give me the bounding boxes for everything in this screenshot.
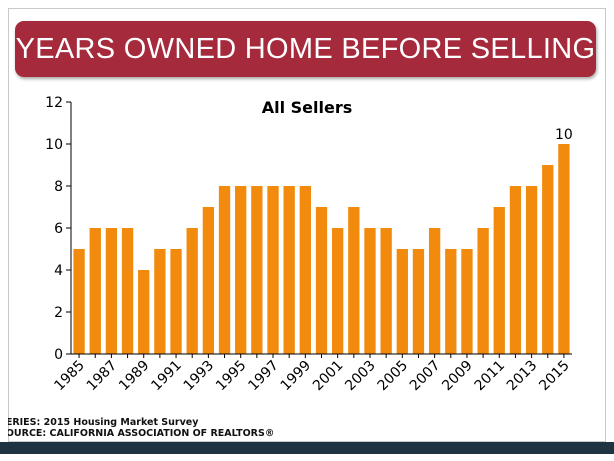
bar-2015 — [558, 144, 570, 354]
x-tick-label-2013: 2013 — [504, 358, 541, 395]
bar-2009 — [461, 249, 473, 354]
data-label-2015: 10 — [555, 127, 573, 143]
x-tick-label-2005: 2005 — [375, 358, 412, 395]
bar-2014 — [542, 165, 554, 354]
bar-1993 — [202, 207, 215, 354]
y-tick-label-4: 4 — [54, 263, 63, 279]
x-tick-label-2015: 2015 — [536, 358, 573, 395]
bar-2000 — [315, 207, 328, 354]
y-tick-label-12: 12 — [45, 95, 63, 111]
bars-group — [73, 144, 570, 354]
x-tick-label-2007: 2007 — [407, 358, 444, 395]
bar-1985 — [73, 249, 85, 354]
bar-1988 — [121, 228, 134, 354]
bar-2010 — [477, 228, 489, 354]
y-tick-label-10: 10 — [45, 137, 63, 153]
bar-1994 — [218, 186, 231, 354]
bar-1987 — [105, 228, 118, 354]
x-tick-label-2009: 2009 — [439, 358, 476, 395]
footer-series: SERIES: 2015 Housing Market Survey — [8, 417, 199, 428]
y-tick-label-2: 2 — [54, 305, 63, 321]
x-tick-label-1991: 1991 — [148, 358, 185, 395]
bar-2012 — [509, 186, 522, 354]
bar-1995 — [235, 186, 247, 354]
x-tick-label-2011: 2011 — [472, 358, 509, 395]
bar-2002 — [348, 207, 360, 354]
x-tick-label-1987: 1987 — [84, 358, 121, 395]
bar-2004 — [380, 228, 392, 354]
footer-source: SOURCE: CALIFORNIA ASSOCIATION OF REALTO… — [8, 428, 275, 439]
x-tick-label-1999: 1999 — [278, 358, 315, 395]
bar-1996 — [251, 186, 263, 354]
bar-1986 — [89, 228, 101, 354]
bar-1998 — [283, 186, 295, 354]
bar-2013 — [525, 186, 538, 354]
x-tick-label-1997: 1997 — [245, 358, 282, 395]
bar-2006 — [412, 249, 425, 354]
y-tick-label-0: 0 — [54, 347, 63, 363]
bar-1999 — [299, 186, 311, 354]
bottom-bar — [0, 442, 614, 454]
bar-1992 — [186, 228, 198, 354]
x-tick-label-2003: 2003 — [342, 358, 379, 395]
annotations: 10 — [555, 127, 573, 143]
bar-1990 — [154, 249, 166, 354]
bar-1991 — [170, 249, 182, 354]
bar-2005 — [396, 249, 408, 354]
chart-title: All Sellers — [262, 98, 353, 117]
chart-footer: SERIES: 2015 Housing Market Survey SOURC… — [8, 417, 606, 439]
x-tick-label-1989: 1989 — [116, 358, 153, 395]
bar-2003 — [364, 228, 376, 354]
title-banner: YEARS OWNED HOME BEFORE SELLING — [15, 21, 596, 77]
bar-2001 — [332, 228, 344, 354]
bar-1989 — [138, 270, 150, 354]
x-tick-label-1995: 1995 — [213, 358, 250, 395]
axes-group — [66, 101, 572, 358]
x-tick-labels: 1985198719891991199319951997199920012003… — [51, 358, 572, 395]
bar-2008 — [445, 249, 457, 354]
x-tick-label-1993: 1993 — [181, 358, 218, 395]
banner-title: YEARS OWNED HOME BEFORE SELLING — [15, 32, 596, 65]
y-tick-label-8: 8 — [54, 179, 63, 195]
bar-1997 — [267, 186, 279, 354]
y-tick-labels: 0 2 4 6 8 10 12 — [45, 95, 63, 363]
bar-2007 — [428, 228, 441, 354]
x-tick-label-2001: 2001 — [310, 358, 347, 395]
bar-2011 — [493, 207, 505, 354]
y-tick-label-6: 6 — [54, 221, 63, 237]
